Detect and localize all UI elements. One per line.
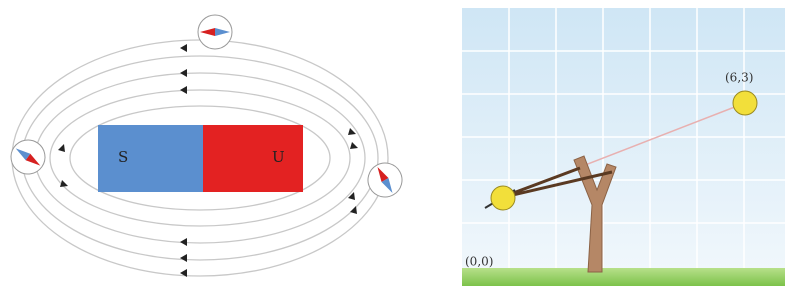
magnet-north: [203, 125, 303, 192]
arrow: [58, 144, 65, 152]
ball: [491, 186, 515, 210]
target-label: (6,3): [725, 71, 753, 85]
ground: [462, 268, 785, 286]
arrow: [60, 180, 68, 187]
compass: [362, 157, 408, 203]
page: S U (6,3) (0,0) (() => { const data = J: [0, 0, 788, 289]
south-label: S: [118, 148, 128, 166]
arrow: [180, 69, 187, 77]
magnet-south: [98, 125, 203, 192]
arrow: [350, 142, 358, 149]
arrow: [180, 44, 187, 52]
arrow: [180, 86, 187, 94]
arrow: [180, 238, 187, 246]
north-label: U: [272, 148, 285, 166]
target: [733, 91, 757, 115]
compass: [198, 15, 232, 49]
sky: [462, 8, 785, 286]
compass: [4, 133, 51, 180]
arrow: [180, 254, 187, 262]
arrow: [348, 192, 355, 200]
origin-label: (0,0): [465, 255, 493, 269]
illustration: S U (6,3) (0,0): [0, 0, 788, 289]
